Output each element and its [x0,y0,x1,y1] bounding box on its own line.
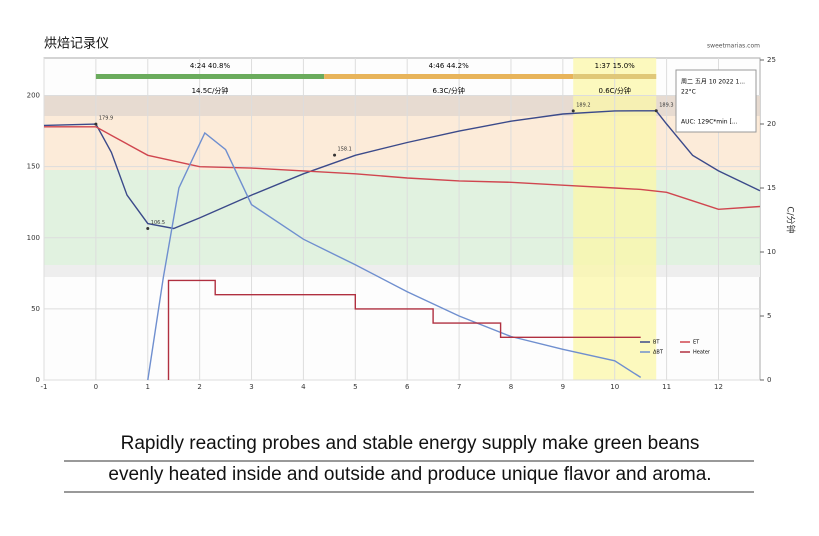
phase-label: 4:46 44.2% [429,62,470,70]
y2-tick-label: 15 [767,184,776,192]
x-tick-label: 6 [405,383,410,391]
x-tick-label: 9 [561,383,565,391]
x-tick-label: 10 [610,383,619,391]
annotation: 106.5 [151,220,165,226]
annotation-point [571,109,575,113]
phase-bar [95,74,325,79]
y-tick-label: 50 [31,305,40,313]
legend-label: Heater [693,350,711,356]
info-text: AUC: 129C*min [... [681,119,738,126]
phase-ror: 14.5C/分钟 [192,86,229,95]
phase-label: 1:37 15.0% [595,62,636,70]
annotation: 189.3 [659,102,673,108]
annotation-point [94,122,98,126]
caption: evenly heated inside and outside and pro… [108,464,711,485]
x-tick-label: 11 [662,383,671,391]
phase-ror: 6.3C/分钟 [433,86,465,95]
legend-label: ΔBT [653,350,664,356]
y-tick-label: 200 [27,92,40,100]
phase-ror: 0.6C/分钟 [599,86,631,95]
x-tick-label: -1 [41,383,48,391]
phase-bar [324,74,574,79]
annotation-point [333,153,337,157]
series-line [167,279,641,380]
annotation-point [654,109,658,113]
caption: Rapidly reacting probes and stable energ… [121,433,700,454]
y2-tick-label: 20 [767,120,776,128]
y2-tick-label: 0 [767,376,771,384]
x-tick-label: 5 [353,383,357,391]
x-tick-label: 2 [197,383,201,391]
annotation: 189.2 [576,102,590,108]
x-tick-label: 0 [94,383,98,391]
series-line [44,126,761,211]
info-text: 周二 五月 10 2022 1... [681,79,745,86]
info-box: 周二 五月 10 2022 1... 22°C AUC: 129C*min [.… [675,69,757,133]
x-tick-label: 1 [146,383,150,391]
y-tick-label: 150 [27,163,40,171]
legend-label: BT [653,340,660,346]
annotation-point [146,227,150,231]
x-tick-label: 12 [714,383,723,391]
phase-label: 4:24 40.8% [190,62,231,70]
annotation: 158.1 [338,147,352,153]
info-text: 22°C [681,89,696,96]
series-line [147,131,642,381]
x-tick-label: 8 [509,383,513,391]
x-tick-label: 3 [249,383,253,391]
chart-title: 烘焙记录仪 [44,37,109,52]
phase-bar [573,74,657,79]
y-tick-label: 0 [36,376,40,384]
y2-tick-label: 10 [767,248,776,256]
legend-label: ET [693,340,700,346]
info-frame [675,69,757,133]
watermark: sweetmarias.com [707,43,760,50]
x-tick-label: 7 [457,383,461,391]
series-line [43,110,761,230]
y2-tick-label: 5 [767,312,771,320]
y-tick-label: 100 [27,234,40,242]
y2-axis-label: C/分钟 [785,206,797,233]
x-tick-label: 4 [301,383,306,391]
y2-tick-label: 25 [767,56,776,64]
annotation: 179.9 [99,116,113,122]
